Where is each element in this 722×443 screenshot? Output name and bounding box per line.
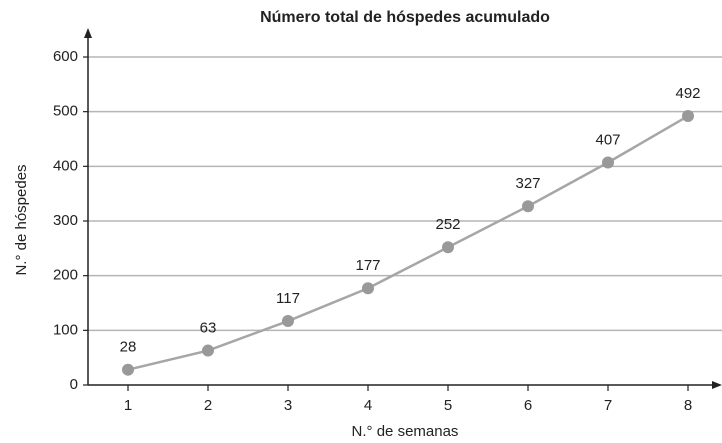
point — [202, 344, 214, 357]
x-axis-arrow — [712, 381, 722, 389]
x-axis-label: N.° de semanas — [352, 423, 459, 440]
y-tick-label: 0 — [70, 376, 78, 393]
point — [522, 200, 534, 213]
point — [602, 156, 614, 169]
data-label: 407 — [595, 131, 620, 148]
x-tick-label: 1 — [124, 397, 132, 414]
x-tick-label: 8 — [684, 397, 692, 414]
y-tick-label: 300 — [53, 212, 78, 229]
point — [682, 110, 694, 123]
data-label: 252 — [435, 216, 460, 233]
data-label: 327 — [515, 175, 540, 192]
y-tick-label: 400 — [53, 157, 78, 174]
data-label: 63 — [200, 320, 217, 337]
y-tick-label: 600 — [53, 48, 78, 65]
y-tick-label: 500 — [53, 103, 78, 120]
x-tick-label: 7 — [604, 397, 612, 414]
x-tick-label: 4 — [364, 397, 372, 414]
x-tick-label: 3 — [284, 397, 292, 414]
y-tick-label: 100 — [53, 321, 78, 338]
data-label: 492 — [675, 85, 700, 102]
point — [122, 363, 134, 376]
point — [442, 241, 454, 254]
x-tick-label: 2 — [204, 397, 212, 414]
y-tick-label: 200 — [53, 267, 78, 284]
x-tick-label: 5 — [444, 397, 452, 414]
point — [362, 282, 374, 295]
data-label: 177 — [355, 257, 380, 274]
x-tick-label: 6 — [524, 397, 532, 414]
data-label: 28 — [120, 339, 137, 356]
y-axis-arrow — [84, 28, 92, 38]
line — [127, 114, 689, 371]
data-label: 117 — [276, 290, 300, 307]
chart-title: Número total de hóspedes acumulado — [260, 9, 550, 26]
point — [282, 315, 294, 328]
y-axis-label: N.° de hóspedes — [13, 164, 30, 275]
